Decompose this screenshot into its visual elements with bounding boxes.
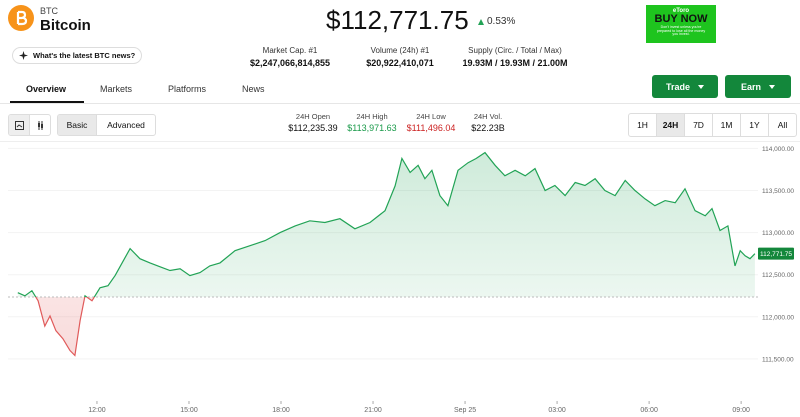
stat-label: Supply (Circ. / Total / Max) — [468, 46, 562, 55]
area-down — [35, 296, 95, 356]
y-tick-label: 114,000.00 — [762, 146, 794, 153]
stat-label: Volume (24h) #1 — [370, 46, 430, 55]
stat-value: $2,247,066,814,855 — [249, 58, 331, 68]
day-stat-value: $113,971.63 — [347, 123, 397, 133]
caret — [698, 84, 704, 89]
last-price-tag — [758, 247, 794, 260]
chart-type-toggle — [8, 114, 51, 136]
timeframe-button[interactable]: 1H — [637, 120, 648, 130]
candle-icon-button[interactable] — [29, 115, 50, 135]
mode-button[interactable]: Advanced — [96, 115, 155, 135]
last-price-text: 112,771.75 — [760, 251, 792, 258]
stat-value: 19.93M / 19.93M / 21.00M — [462, 58, 568, 68]
trade-button[interactable]: Trade — [652, 75, 718, 98]
day-stat-value: $112,235.39 — [288, 123, 338, 133]
news-button[interactable]: What's the latest BTC news? — [12, 47, 142, 64]
line-up — [17, 151, 756, 297]
x-tick-label: 06:00 — [640, 407, 658, 414]
mode-button[interactable]: Basic — [58, 115, 96, 135]
button-text: Trade — [665, 81, 690, 92]
symbol: BTC — [40, 6, 58, 16]
price: $112,771.75 — [326, 5, 469, 35]
chart-top-border — [0, 141, 800, 142]
day-stat-label: 24H Open — [295, 112, 331, 121]
day-stat-label: 24H Low — [416, 112, 446, 121]
y-tick-label: 113,000.00 — [762, 230, 794, 237]
tab[interactable]: News — [242, 84, 265, 94]
tab[interactable]: Platforms — [168, 84, 207, 94]
day-stat-label: 24H Vol. — [473, 112, 503, 121]
x-tick-label: 03:00 — [548, 407, 566, 414]
timeframe-selector: 1H 24H 7D 1M 1Y All — [628, 113, 797, 137]
stat-value: $20,922,410,071 — [366, 58, 434, 68]
ad-disclaimer: Don't invest unless you're prepared to l… — [656, 25, 706, 37]
y-tick-label: 112,500.00 — [762, 272, 794, 279]
coin-name: Bitcoin — [40, 17, 91, 34]
timeframe-button[interactable]: All — [768, 114, 796, 136]
x-tick-label: Sep 25 — [454, 407, 476, 414]
area-up — [17, 152, 755, 297]
y-tick-label: 113,500.00 — [762, 188, 794, 195]
ad-cta: BUY NOW — [654, 13, 708, 25]
price-change: 0.53% — [487, 16, 516, 27]
icon — [37, 120, 43, 130]
button-text: Earn — [740, 81, 761, 92]
line-icon-button[interactable] — [9, 115, 29, 135]
timeframe-button[interactable]: 24H — [656, 114, 684, 136]
up-arrow — [478, 19, 484, 25]
btc-logo — [8, 5, 34, 31]
x-tick-label: 18:00 — [272, 407, 290, 414]
view-mode-toggle: Basic Advanced — [57, 114, 156, 136]
stat-label: Market Cap. #1 — [262, 46, 318, 55]
ad-brand: eToro — [672, 8, 690, 14]
tab[interactable]: Markets — [100, 84, 133, 94]
icon — [14, 120, 24, 130]
x-tick-label: 12:00 — [88, 407, 106, 414]
timeframe-button[interactable]: 7D — [684, 114, 712, 136]
tab-underline — [10, 101, 84, 103]
earn-button[interactable]: Earn — [725, 75, 791, 98]
y-tick-label: 111,500.00 — [762, 356, 794, 363]
sparkle-icon — [19, 51, 28, 60]
x-tick-label: 21:00 — [364, 407, 382, 414]
timeframe-button[interactable]: 1Y — [740, 114, 768, 136]
news-text: What's the latest BTC news? — [33, 51, 136, 60]
x-tick-label: 09:00 — [732, 407, 750, 414]
y-tick-label: 112,000.00 — [762, 314, 794, 321]
ad-banner[interactable]: eToro BUY NOW Don't invest unless you're… — [646, 5, 716, 43]
day-stat-label: 24H High — [356, 112, 388, 121]
day-stat-value: $111,496.04 — [406, 123, 456, 133]
divider — [0, 103, 800, 104]
x-tick-label: 15:00 — [180, 407, 198, 414]
timeframe-button[interactable]: 1M — [712, 114, 740, 136]
caret — [769, 84, 775, 89]
tab[interactable]: Overview — [26, 84, 67, 94]
day-stat-value: $22.23B — [471, 123, 505, 133]
